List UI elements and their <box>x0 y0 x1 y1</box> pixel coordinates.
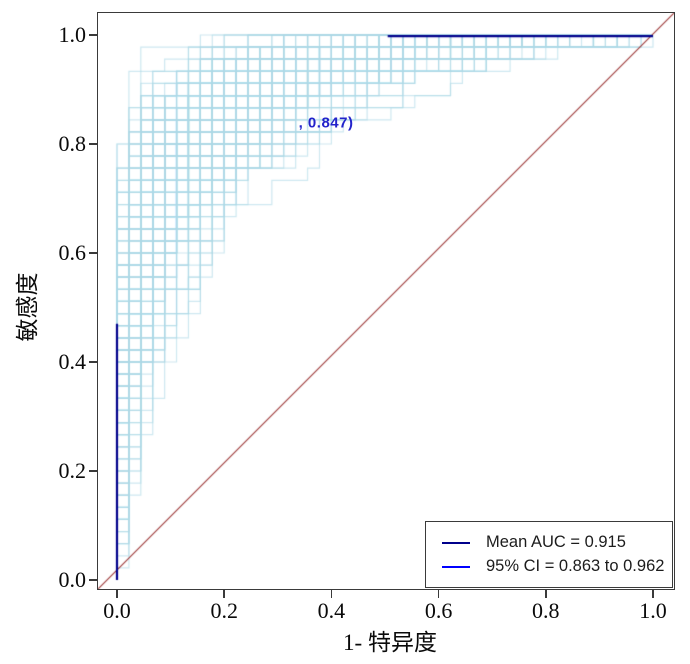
legend-line-swatch <box>442 541 470 544</box>
y-tick-label: 0.6 <box>58 240 87 265</box>
legend-box: Mean AUC = 0.915 95% CI = 0.863 to 0.962 <box>425 521 673 588</box>
y-tick-mark <box>89 361 97 363</box>
x-tick-mark <box>330 590 333 598</box>
x-tick-label: 0.4 <box>317 598 346 623</box>
roc-plot-area <box>97 12 675 590</box>
y-axis-title: 敏感度 <box>15 272 40 342</box>
x-tick-mark <box>223 590 225 598</box>
x-tick-mark <box>437 590 440 598</box>
x-tick-label: 0.6 <box>424 598 453 623</box>
y-tick-mark <box>89 34 97 36</box>
legend-line-swatch <box>442 565 470 568</box>
x-tick-label: 0.8 <box>532 598 560 623</box>
y-tick-mark <box>89 252 97 254</box>
x-tick-mark <box>652 590 654 598</box>
y-tick-label: 0.2 <box>58 458 87 483</box>
x-tick-label: 0.0 <box>103 598 131 623</box>
y-tick-mark <box>89 143 97 145</box>
legend-row: Mean AUC = 0.915 <box>442 533 672 552</box>
x-tick-label: 1.0 <box>639 598 667 623</box>
y-tick-label: 1.0 <box>58 22 87 47</box>
x-tick-label: 0.2 <box>210 598 238 623</box>
x-tick-mark <box>116 590 118 598</box>
y-tick-label: 0.4 <box>58 349 87 374</box>
threshold-annotation: , 0.847) <box>298 114 354 132</box>
y-tick-label: 0.0 <box>58 567 87 592</box>
x-axis-title: 1- 特异度 <box>343 630 437 655</box>
y-tick-mark <box>89 470 97 472</box>
y-tick-label: 0.8 <box>58 131 87 156</box>
y-tick-mark <box>89 579 97 581</box>
x-tick-mark <box>545 590 547 598</box>
legend-row: 95% CI = 0.863 to 0.962 <box>442 557 672 576</box>
legend-label: Mean AUC = 0.915 <box>486 533 626 551</box>
legend-label: 95% CI = 0.863 to 0.962 <box>486 557 665 575</box>
